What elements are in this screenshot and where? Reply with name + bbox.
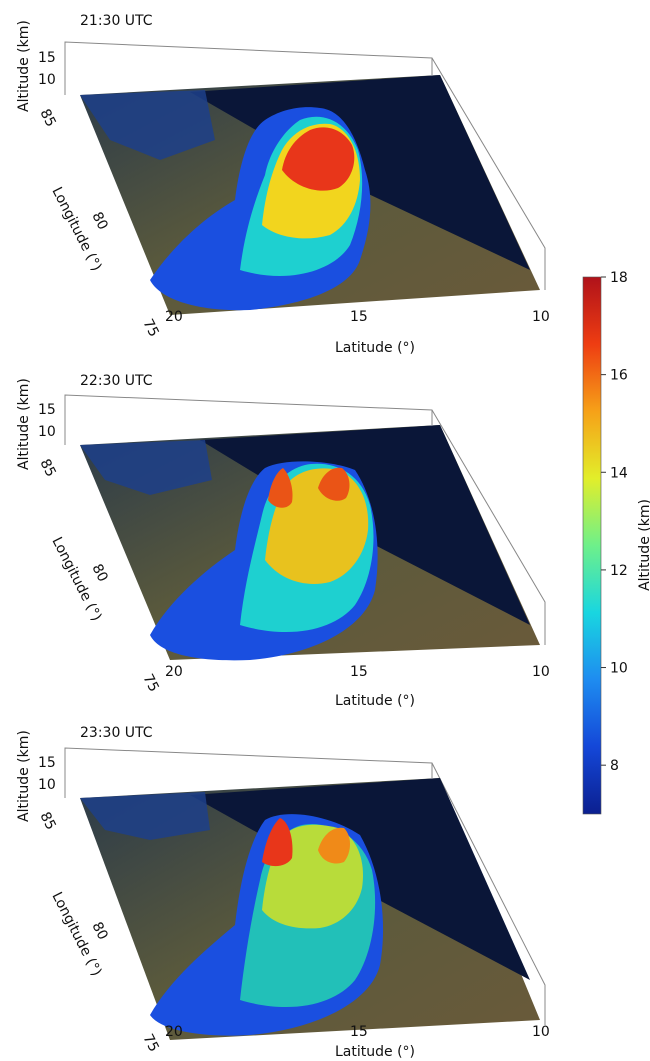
panel-2-storm-top — [268, 468, 293, 508]
panel-1-ytick-85: 85 — [36, 107, 58, 130]
colorbar-tick-label: 18 — [610, 270, 628, 286]
panel-3-xlabel: Latitude (°) — [335, 1044, 415, 1060]
panel-1-ztick-15: 15 — [38, 50, 56, 66]
panel-2: 22:30 UTC Altitude (km) 15 10 Longitude … — [16, 373, 550, 709]
panel-2-map-bay — [80, 440, 212, 495]
colorbar-tick-label: 8 — [610, 758, 619, 774]
colorbar: 8 10 12 14 16 18 Altitude (km) — [582, 270, 650, 815]
colorbar-gradient — [582, 276, 602, 815]
panel-2-title: 22:30 UTC — [80, 373, 153, 389]
panel-3-ztick-10: 10 — [38, 777, 56, 793]
panel-1-title: 21:30 UTC — [80, 13, 153, 29]
panel-1-xtick-20: 20 — [165, 309, 183, 325]
panel-3-ytick-80: 80 — [88, 920, 110, 943]
panel-2-xtick-15: 15 — [350, 664, 368, 680]
panel-1-map-bay — [80, 90, 215, 160]
panel-1-zlabel: Altitude (km) — [16, 20, 32, 112]
panel-3-zlabel: Altitude (km) — [16, 730, 32, 822]
panel-1-storm-top — [282, 127, 355, 191]
panel-1: 21:30 UTC Altitude (km) 15 10 Longitude … — [16, 13, 550, 356]
panel-3-ytick-75: 75 — [139, 1032, 161, 1055]
panel-2-ztick-10: 10 — [38, 424, 56, 440]
panel-1-box — [64, 41, 546, 290]
panel-1-ztick-10: 10 — [38, 72, 56, 88]
panel-2-ytick-75: 75 — [139, 672, 161, 695]
panel-2-xtick-10: 10 — [532, 664, 550, 680]
panel-3-ztick-15: 15 — [38, 755, 56, 771]
panel-3: 23:30 UTC Altitude (km) 15 10 Longitude … — [16, 725, 550, 1060]
panel-2-ztick-15: 15 — [38, 402, 56, 418]
colorbar-tick-label: 10 — [610, 661, 628, 677]
panel-3-xtick-10: 10 — [532, 1024, 550, 1040]
colorbar-tick-label: 12 — [610, 563, 628, 579]
panel-2-ytick-85: 85 — [36, 457, 58, 480]
panel-3-ytick-85: 85 — [36, 810, 58, 833]
colorbar-tick-label: 16 — [610, 368, 628, 384]
panel-3-map-bay — [80, 792, 210, 840]
colorbar-label: Altitude (km) — [637, 499, 650, 591]
panel-2-xtick-20: 20 — [165, 664, 183, 680]
panel-1-xtick-10: 10 — [532, 309, 550, 325]
panel-1-xtick-15: 15 — [350, 309, 368, 325]
panel-2-xlabel: Latitude (°) — [335, 693, 415, 709]
panel-2-ytick-80: 80 — [88, 562, 110, 585]
panel-3-xtick-20: 20 — [165, 1024, 183, 1040]
panel-2-box — [64, 394, 546, 645]
panel-1-ytick-80: 80 — [88, 210, 110, 233]
panel-3-xtick-15: 15 — [350, 1024, 368, 1040]
panel-3-storm-top-2 — [318, 827, 350, 864]
panel-3-storm-top — [262, 818, 293, 867]
panel-3-title: 23:30 UTC — [80, 725, 153, 741]
panel-2-zlabel: Altitude (km) — [16, 378, 32, 470]
panel-1-ytick-75: 75 — [139, 317, 161, 340]
panel-2-storm-top-2 — [318, 467, 350, 501]
panel-3-box — [64, 747, 546, 1025]
colorbar-ticks: 8 10 12 14 16 18 — [601, 270, 628, 774]
colorbar-tick-label: 14 — [610, 465, 628, 481]
panel-1-xlabel: Latitude (°) — [335, 340, 415, 356]
